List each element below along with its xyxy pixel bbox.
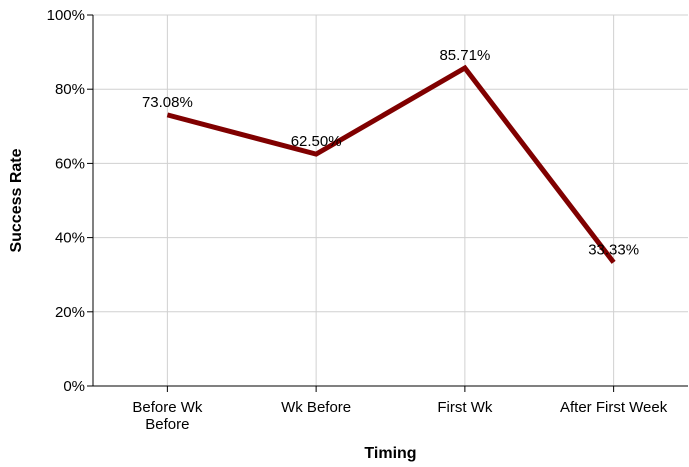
data-label: 62.50%	[291, 133, 342, 150]
data-label: 73.08%	[142, 94, 193, 111]
x-axis-title: Timing	[364, 445, 416, 462]
x-tick-label: After First Week	[560, 399, 668, 416]
y-tick-label: 60%	[55, 155, 85, 172]
y-tick-label: 100%	[47, 7, 85, 24]
grid	[93, 14, 688, 386]
series	[166, 64, 616, 264]
series-line	[166, 64, 616, 264]
y-tick-label: 0%	[63, 378, 85, 395]
data-label: 85.71%	[439, 47, 490, 64]
y-axis-title: Success Rate	[8, 148, 25, 252]
y-tick-label: 80%	[55, 81, 85, 98]
axes	[87, 14, 688, 392]
y-tick-label: 20%	[55, 304, 85, 321]
data-label: 33.33%	[588, 241, 639, 258]
data-labels: 73.08% 62.50% 85.71% 33.33%	[142, 47, 639, 258]
x-tick-label: Before Wk Before	[132, 399, 203, 433]
tick-labels: 0% 20% 40% 60% 80% 100% Before Wk Before Wk Befo…	[47, 7, 668, 433]
y-tick-label: 40%	[55, 230, 85, 247]
x-tick-label: First Wk	[437, 399, 492, 416]
x-tick-label: Wk Before	[281, 399, 351, 416]
